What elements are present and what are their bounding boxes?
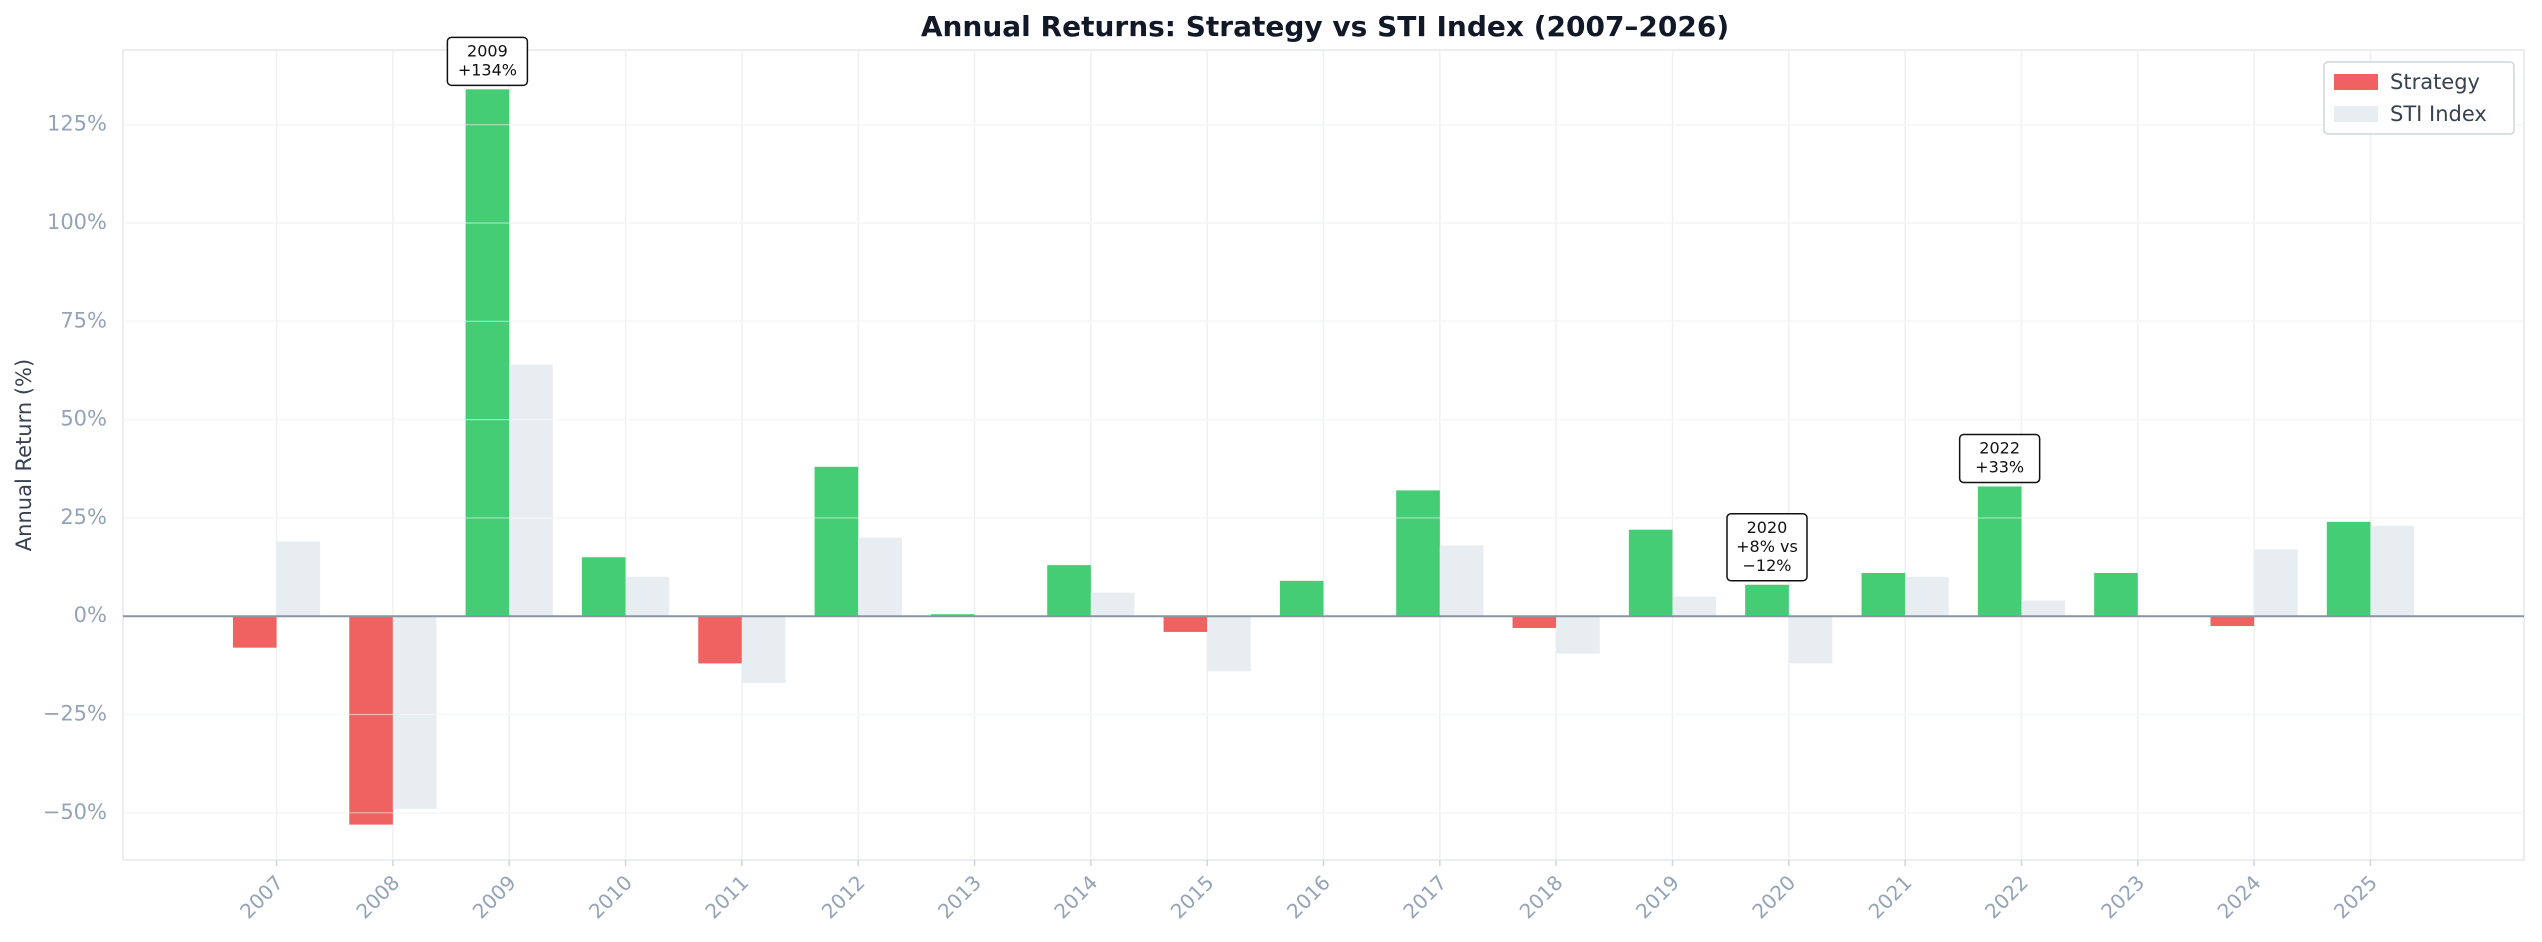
bar — [1090, 592, 1135, 617]
x-tick-label: 2022 — [1980, 870, 2033, 923]
legend-label: STI Index — [2390, 102, 2487, 126]
x-tick-label: 2016 — [1282, 870, 1335, 923]
x-tick-label: 2021 — [1864, 870, 1917, 923]
bar — [1163, 616, 1208, 632]
bar — [581, 557, 626, 617]
annotation-text: 2009 — [467, 41, 508, 60]
y-tick-label: 75% — [60, 308, 107, 332]
bar — [2370, 525, 2415, 617]
x-tick-label: 2025 — [2329, 870, 2382, 923]
bar — [1047, 565, 1091, 617]
annotation-text: −12% — [1743, 556, 1792, 575]
x-tick-label: 2008 — [351, 870, 404, 923]
x-tick-label: 2014 — [1049, 870, 1102, 923]
x-tick-label: 2018 — [1515, 870, 1568, 923]
bar — [858, 537, 902, 617]
bar — [1207, 616, 1251, 672]
bar — [1279, 580, 1324, 617]
bar — [1905, 576, 1949, 617]
chart-title: Annual Returns: Strategy vs STI Index (2… — [921, 10, 1729, 43]
bar — [1788, 616, 1833, 664]
x-tick-label: 2013 — [933, 870, 986, 923]
annotation: 2020+8% vs−12% — [1726, 513, 1808, 582]
x-tick-label: 2023 — [2096, 870, 2149, 923]
x-tick-label: 2017 — [1398, 870, 1451, 923]
annotation-text: +33% — [1975, 457, 2024, 476]
bar — [2210, 616, 2255, 627]
bar — [2254, 549, 2298, 617]
annotation-box — [446, 36, 529, 87]
x-tick-label: 2011 — [700, 870, 753, 923]
annotation-text: 2020 — [1747, 518, 1788, 537]
y-tick-label: −50% — [43, 800, 107, 824]
y-tick-label: 50% — [60, 407, 107, 431]
annotation-text: 2022 — [1979, 438, 2020, 457]
bar — [2326, 521, 2371, 617]
y-axis-label: Annual Return (%) — [12, 359, 36, 551]
bar — [1628, 529, 1673, 617]
bar — [465, 89, 510, 617]
bar — [1439, 545, 1484, 617]
bar — [741, 616, 786, 684]
x-tick-label: 2007 — [235, 870, 288, 923]
bar — [698, 616, 742, 664]
x-tick-label: 2010 — [584, 870, 637, 923]
y-tick-label: −25% — [43, 702, 107, 726]
bar — [1556, 616, 1600, 654]
bar — [1861, 572, 1906, 617]
legend-label: Strategy — [2390, 70, 2480, 94]
y-tick-label: 125% — [47, 112, 107, 136]
bar — [625, 576, 670, 617]
bar — [232, 616, 277, 648]
legend-swatch — [2334, 106, 2378, 122]
bar — [392, 616, 437, 809]
bar — [1977, 486, 2022, 617]
bar — [349, 616, 393, 825]
x-tick-label: 2012 — [817, 870, 870, 923]
y-tick-label: 0% — [74, 603, 107, 627]
bar — [2094, 572, 2138, 617]
annotation-box — [1726, 513, 1808, 582]
bar — [814, 466, 859, 617]
bar — [2021, 600, 2066, 617]
legend: Strategy STI Index — [2323, 61, 2515, 135]
y-tick-label: 25% — [60, 505, 107, 529]
annotation-text: +8% vs — [1736, 537, 1798, 556]
x-tick-label: 2024 — [2213, 870, 2266, 923]
bar — [1512, 616, 1557, 629]
bar — [1745, 584, 1789, 617]
x-tick-label: 2015 — [1166, 870, 1219, 923]
bar — [276, 541, 321, 617]
x-tick-label: 2019 — [1631, 870, 1684, 923]
bar — [509, 364, 553, 617]
annotation-text: +134% — [458, 60, 517, 79]
x-tick-label: 2009 — [468, 870, 521, 923]
y-tick-label: 100% — [47, 210, 107, 234]
annotation: 2009+134% — [446, 36, 529, 87]
bar — [1396, 490, 1440, 617]
annotation-box — [1958, 433, 2041, 484]
legend-swatch — [2334, 74, 2378, 90]
bar — [1672, 596, 1717, 617]
annotation: 2022+33% — [1958, 433, 2041, 484]
x-tick-label: 2020 — [1747, 870, 1800, 923]
